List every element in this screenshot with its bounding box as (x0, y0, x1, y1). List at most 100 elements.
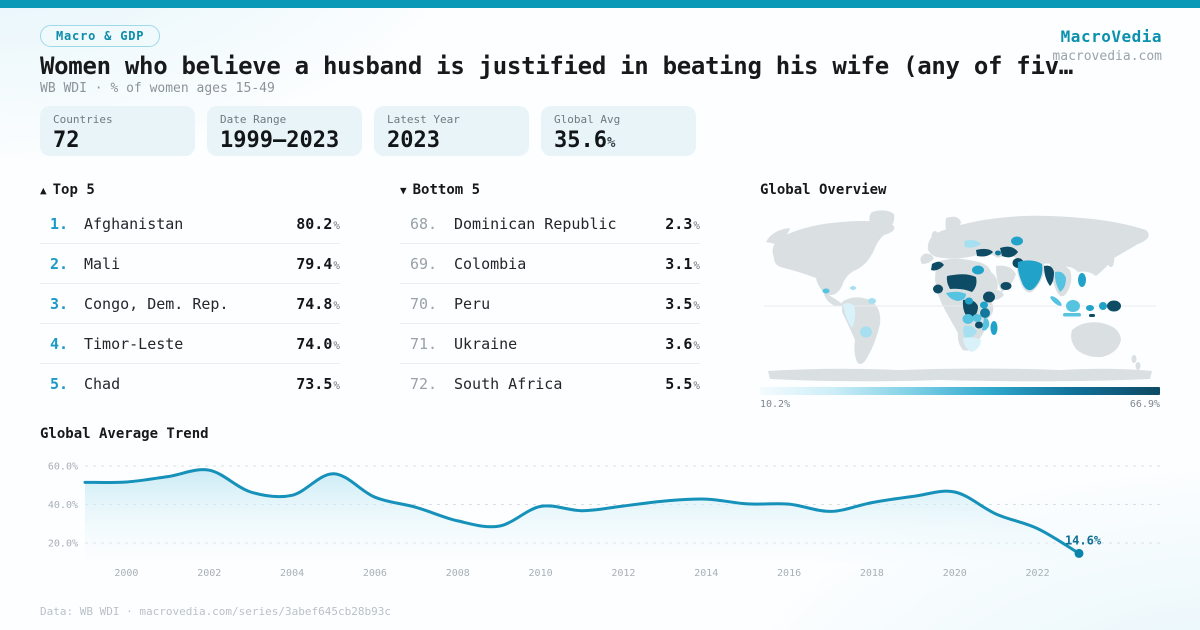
percent-sign: % (333, 218, 340, 232)
map-scale-min: 10.2% (760, 399, 791, 410)
country-value: 74.8% (296, 294, 340, 313)
map-scale-labels: 10.2% 66.9% (760, 399, 1160, 410)
rank-number: 68. (410, 214, 438, 233)
bottom5-rows: 68. Dominican Republic 2.3% 69. Colombia… (400, 204, 700, 404)
stat-label: Date Range (220, 113, 287, 126)
percent-sign: % (693, 218, 700, 232)
country-value: 80.2% (296, 214, 340, 233)
svg-text:2018: 2018 (860, 568, 884, 579)
trend-chart: 20.0% 40.0% 60.0% 2000 2002 2004 2006 2008 2010 2… (48, 462, 1162, 579)
country-value: 5.5% (665, 375, 700, 393)
rank-row: 70. Peru 3.5% (400, 284, 700, 324)
stat-value: 1999—2023 (220, 128, 340, 153)
rank-number: 4. (50, 334, 69, 353)
rank-number: 70. (410, 294, 438, 313)
country-value: 73.5% (296, 375, 340, 393)
triangle-up-icon: ▲ (40, 184, 47, 197)
top5-title: Top 5 (52, 182, 95, 198)
triangle-down-icon: ▼ (400, 184, 407, 197)
country-value: 3.1% (665, 254, 700, 273)
rank-number: 1. (50, 214, 69, 233)
percent-sign: % (333, 338, 340, 352)
svg-text:60.0%: 60.0% (48, 462, 78, 473)
stat-value-unit: % (606, 135, 616, 151)
brand-name: MacroVedia (1060, 27, 1162, 46)
country-value: 74.0% (296, 334, 340, 353)
country-value: 2.3% (665, 214, 700, 233)
rank-row: 71. Ukraine 3.6% (400, 324, 700, 364)
svg-text:14.6%: 14.6% (1065, 533, 1102, 547)
country-name: Congo, Dem. Rep. (84, 294, 229, 313)
stat-card: Global Avg 35.6% (541, 106, 696, 156)
rank-row: 3. Congo, Dem. Rep. 74.8% (40, 284, 340, 324)
percent-sign: % (333, 379, 340, 392)
brand-url-link[interactable]: macrovedia.com (1052, 49, 1162, 64)
bottom5-list: ▼ Bottom 5 68. Dominican Republic 2.3% 69… (400, 182, 700, 404)
rank-number: 2. (50, 254, 69, 273)
percent-sign: % (333, 298, 340, 312)
rank-number: 69. (410, 254, 438, 273)
country-name: Ukraine (454, 334, 518, 353)
rank-row: 5. Chad 73.5% (40, 364, 340, 404)
map-color-scale (760, 387, 1160, 395)
rank-number: 5. (50, 375, 69, 393)
world-map (764, 210, 1156, 382)
brand-block: MacroVedia macrovedia.com (1052, 27, 1162, 64)
rank-row: 69. Colombia 3.1% (400, 244, 700, 284)
country-name: Afghanistan (84, 214, 184, 233)
stat-value: 35.6% (554, 128, 616, 153)
rank-number: 3. (50, 294, 69, 313)
country-value: 79.4% (296, 254, 340, 273)
trend-title: Global Average Trend (40, 426, 209, 442)
svg-text:2006: 2006 (363, 568, 387, 579)
percent-sign: % (693, 338, 700, 352)
country-name: Peru (454, 294, 491, 313)
country-name: South Africa (454, 375, 563, 393)
svg-text:2020: 2020 (943, 568, 967, 579)
rank-number: 71. (410, 334, 438, 353)
map-panel: Global Overview (760, 182, 1160, 410)
map-scale-max: 66.9% (1129, 399, 1160, 410)
percent-sign: % (693, 258, 700, 272)
svg-text:2004: 2004 (280, 568, 304, 579)
svg-text:2022: 2022 (1026, 568, 1050, 579)
stat-cards: Countries 72 Date Range 1999—2023 Latest… (40, 106, 696, 156)
stat-label: Latest Year (387, 113, 460, 126)
svg-text:2010: 2010 (529, 568, 553, 579)
svg-text:2012: 2012 (611, 568, 635, 579)
svg-text:2008: 2008 (446, 568, 470, 579)
stat-label: Countries (53, 113, 113, 126)
stat-card: Date Range 1999—2023 (207, 106, 362, 156)
rank-row: 4. Timor-Leste 74.0% (40, 324, 340, 364)
subtitle: WB WDI · % of women ages 15-49 (40, 81, 275, 96)
country-name: Timor-Leste (84, 334, 184, 353)
footer-attribution: Data: WB WDI · macrovedia.com/series/3ab… (40, 605, 391, 618)
percent-sign: % (333, 258, 340, 272)
stat-label: Global Avg (554, 113, 621, 126)
country-value: 3.5% (665, 294, 700, 313)
percent-sign: % (693, 379, 700, 392)
svg-text:20.0%: 20.0% (48, 539, 78, 550)
stat-card: Countries 72 (40, 106, 195, 156)
rank-row: 1. Afghanistan 80.2% (40, 204, 340, 244)
country-name: Colombia (454, 254, 527, 273)
page-title: Women who believe a husband is justified… (40, 52, 1073, 80)
rank-row: 2. Mali 79.4% (40, 244, 340, 284)
map-title: Global Overview (760, 182, 887, 198)
trend-panel: Global Average Trend 20.0% 40.0% 60.0% 2000… (40, 426, 1168, 580)
svg-text:2014: 2014 (694, 568, 718, 579)
rank-row: 72. South Africa 5.5% (400, 364, 700, 404)
percent-sign: % (693, 298, 700, 312)
top5-list: ▲ Top 5 1. Afghanistan 80.2% 2. Mali 79.4… (40, 182, 340, 404)
rank-number: 72. (410, 375, 438, 393)
bottom5-header: ▼ Bottom 5 (400, 182, 700, 198)
top5-header: ▲ Top 5 (40, 182, 340, 198)
category-badge[interactable]: Macro & GDP (40, 25, 161, 47)
bottom5-title: Bottom 5 (412, 182, 481, 198)
country-name: Dominican Republic (454, 214, 617, 233)
svg-text:2002: 2002 (197, 568, 221, 579)
country-value: 3.6% (665, 334, 700, 353)
top-accent-bar (0, 0, 1200, 8)
stat-card: Latest Year 2023 (374, 106, 529, 156)
svg-text:40.0%: 40.0% (48, 500, 78, 511)
